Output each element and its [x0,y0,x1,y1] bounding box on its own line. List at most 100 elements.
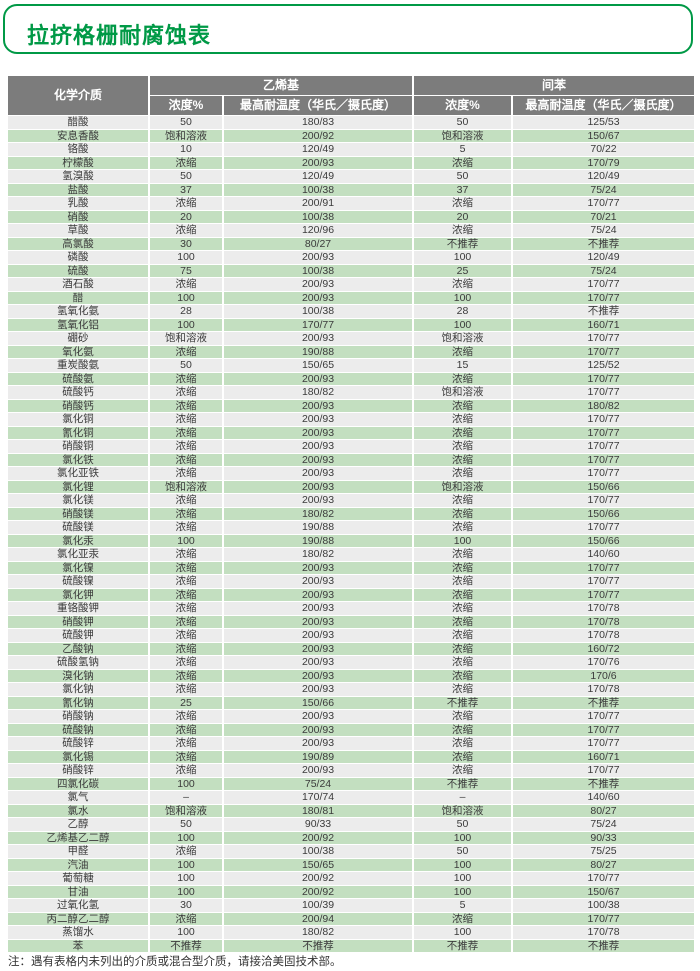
table-row: 氯化锡 浓缩 190/89 浓缩 160/71 [8,750,695,763]
vinyl-concentration-cell: 浓缩 [150,764,222,777]
isophthalic-max-temp-cell: 170/77 [513,912,695,925]
isophthalic-max-temp-cell: 125/52 [513,359,695,372]
corrosion-table: 化学介质 乙烯基 间苯 浓度% 最高耐温度（华氏／摄氏度） 浓度% 最高耐温度（… [6,75,696,953]
vinyl-max-temp-cell: 120/96 [224,224,413,237]
table-row: 乙醇 50 90/33 50 75/24 [8,818,695,831]
vinyl-max-temp-cell: 100/38 [224,845,413,858]
table-row: 硫酸氢钠 浓缩 200/93 浓缩 170/76 [8,656,695,669]
isophthalic-max-temp-cell: 160/72 [513,642,695,655]
vinyl-max-temp-cell: 100/38 [224,264,413,277]
header-sub-row: 浓度% 最高耐温度（华氏／摄氏度） 浓度% 最高耐温度（华氏／摄氏度） [8,96,695,115]
isophthalic-concentration-cell: 浓缩 [414,642,512,655]
isophthalic-concentration-cell: 浓缩 [414,683,512,696]
chemical-name-cell: 丙二醇乙二醇 [8,912,148,925]
chemical-name-cell: 过氧化氢 [8,899,148,912]
vinyl-max-temp-cell: 190/88 [224,521,413,534]
isophthalic-concentration-cell: 100 [414,885,512,898]
isophthalic-concentration-cell: 25 [414,264,512,277]
isophthalic-concentration-cell: 浓缩 [414,561,512,574]
isophthalic-max-temp-cell: 140/60 [513,791,695,804]
chemical-name-cell: 硫酸 [8,264,148,277]
vinyl-concentration-cell: 浓缩 [150,575,222,588]
vinyl-concentration-cell: 浓缩 [150,737,222,750]
chemical-name-cell: 氯水 [8,804,148,817]
vinyl-concentration-cell: 浓缩 [150,440,222,453]
isophthalic-concentration-cell: 浓缩 [414,345,512,358]
isophthalic-max-temp-cell: 不推荐 [513,939,695,952]
header-isophthalic-concentration: 浓度% [414,96,512,115]
table-row: 氧化氨 浓缩 190/88 浓缩 170/77 [8,345,695,358]
chemical-name-cell: 溴化钠 [8,669,148,682]
chemical-name-cell: 硼砂 [8,332,148,345]
header-chemical-medium: 化学介质 [8,76,148,115]
chemical-name-cell: 盐酸 [8,183,148,196]
vinyl-max-temp-cell: 190/89 [224,750,413,763]
vinyl-concentration-cell: 30 [150,899,222,912]
vinyl-concentration-cell: 100 [150,777,222,790]
chemical-name-cell: 乙烯基乙二醇 [8,831,148,844]
chemical-name-cell: 草酸 [8,224,148,237]
vinyl-max-temp-cell: 200/93 [224,440,413,453]
vinyl-concentration-cell: 浓缩 [150,656,222,669]
chemical-name-cell: 氯化钾 [8,588,148,601]
chemical-name-cell: 葡萄糖 [8,872,148,885]
chemical-name-cell: 硫酸钙 [8,386,148,399]
vinyl-concentration-cell: 20 [150,210,222,223]
isophthalic-concentration-cell: 浓缩 [414,750,512,763]
vinyl-concentration-cell: 不推荐 [150,939,222,952]
chemical-name-cell: 硫酸镍 [8,575,148,588]
vinyl-max-temp-cell: 120/49 [224,170,413,183]
isophthalic-concentration-cell: 浓缩 [414,413,512,426]
vinyl-concentration-cell: 浓缩 [150,750,222,763]
chemical-name-cell: 氯化镍 [8,561,148,574]
isophthalic-concentration-cell: 浓缩 [414,467,512,480]
vinyl-concentration-cell: 25 [150,696,222,709]
isophthalic-concentration-cell: 饱和溶液 [414,332,512,345]
isophthalic-max-temp-cell: 170/77 [513,521,695,534]
isophthalic-concentration-cell: 100 [414,251,512,264]
isophthalic-max-temp-cell: 170/77 [513,588,695,601]
isophthalic-concentration-cell: 50 [414,845,512,858]
chemical-name-cell: 酒石酸 [8,278,148,291]
isophthalic-max-temp-cell: 170/77 [513,426,695,439]
chemical-name-cell: 四氯化碳 [8,777,148,790]
vinyl-concentration-cell: 浓缩 [150,453,222,466]
vinyl-max-temp-cell: 200/94 [224,912,413,925]
isophthalic-concentration-cell: – [414,791,512,804]
vinyl-concentration-cell: 浓缩 [150,278,222,291]
isophthalic-max-temp-cell: 170/77 [513,332,695,345]
isophthalic-concentration-cell: 浓缩 [414,156,512,169]
isophthalic-max-temp-cell: 75/24 [513,183,695,196]
isophthalic-max-temp-cell: 75/24 [513,224,695,237]
vinyl-max-temp-cell: 180/82 [224,386,413,399]
isophthalic-concentration-cell: 饱和溶液 [414,386,512,399]
isophthalic-concentration-cell: 不推荐 [414,939,512,952]
vinyl-concentration-cell: 37 [150,183,222,196]
isophthalic-max-temp-cell: 170/77 [513,561,695,574]
isophthalic-concentration-cell: 浓缩 [414,629,512,642]
table-row: 醋 100 200/93 100 170/77 [8,291,695,304]
isophthalic-max-temp-cell: 不推荐 [513,696,695,709]
isophthalic-max-temp-cell: 不推荐 [513,305,695,318]
vinyl-max-temp-cell: 180/82 [224,507,413,520]
chemical-name-cell: 硝酸钠 [8,710,148,723]
table-row: 硝酸钙 浓缩 200/93 浓缩 180/82 [8,399,695,412]
isophthalic-max-temp-cell: 170/78 [513,926,695,939]
isophthalic-concentration-cell: 50 [414,818,512,831]
vinyl-concentration-cell: 饱和溶液 [150,480,222,493]
isophthalic-concentration-cell: 浓缩 [414,764,512,777]
table-row: 氯化钠 浓缩 200/93 浓缩 170/78 [8,683,695,696]
isophthalic-concentration-cell: 浓缩 [414,399,512,412]
chemical-name-cell: 蒸馏水 [8,926,148,939]
chemical-name-cell: 硫酸镁 [8,521,148,534]
chemical-name-cell: 氯化铜 [8,413,148,426]
isophthalic-max-temp-cell: 不推荐 [513,237,695,250]
vinyl-max-temp-cell: 170/77 [224,318,413,331]
isophthalic-concentration-cell: 浓缩 [414,669,512,682]
table-row: 乙酸钠 浓缩 200/93 浓缩 160/72 [8,642,695,655]
vinyl-max-temp-cell: 200/93 [224,426,413,439]
vinyl-max-temp-cell: 120/49 [224,143,413,156]
vinyl-max-temp-cell: 100/38 [224,183,413,196]
table-row: 氯水 饱和溶液 180/81 饱和溶液 80/27 [8,804,695,817]
isophthalic-concentration-cell: 浓缩 [414,426,512,439]
